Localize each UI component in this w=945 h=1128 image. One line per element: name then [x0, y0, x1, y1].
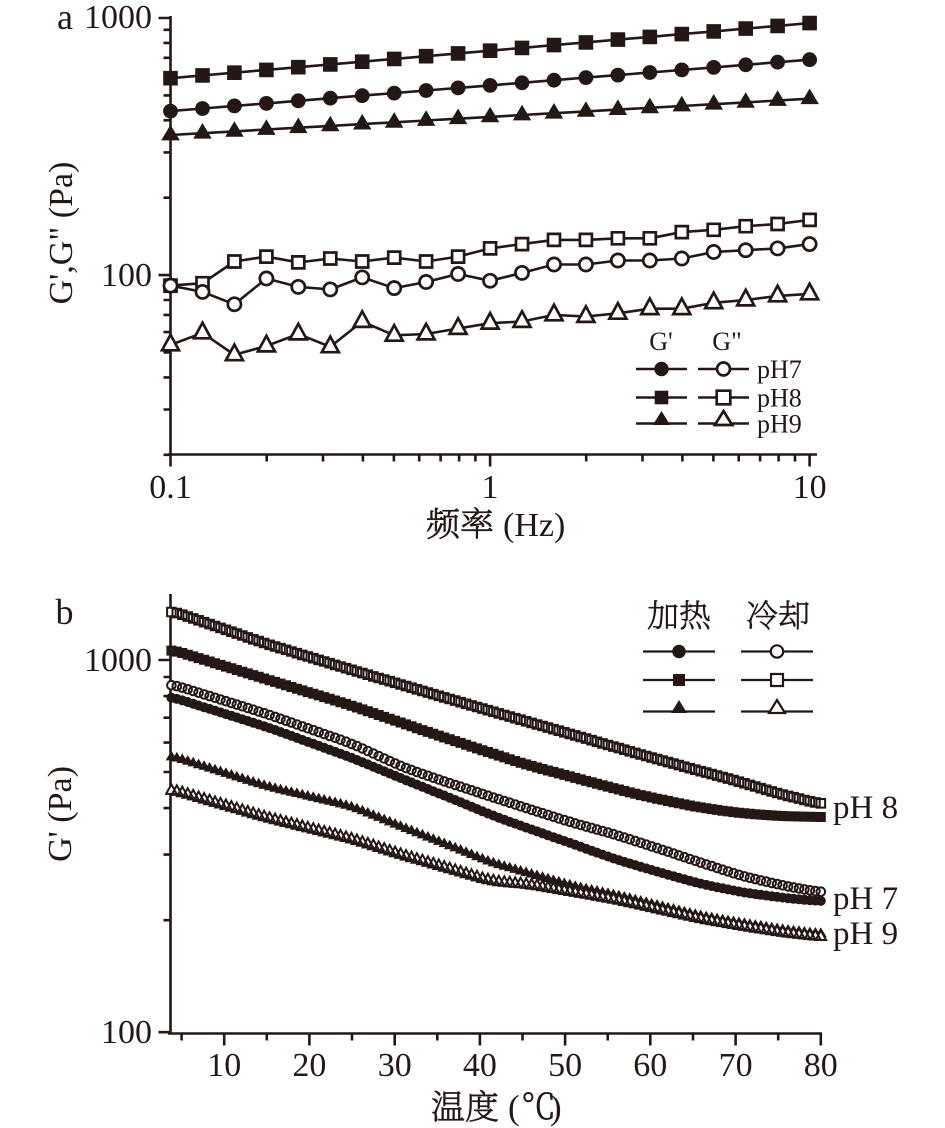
svg-text:pH8: pH8 [757, 384, 802, 413]
svg-text:30: 30 [378, 1047, 412, 1084]
svg-text:10: 10 [793, 469, 827, 506]
svg-text:G',G" (Pa): G',G" (Pa) [43, 162, 80, 305]
svg-text:G": G" [712, 327, 741, 356]
svg-text:pH9: pH9 [757, 410, 802, 439]
svg-text:1000: 1000 [84, 0, 152, 36]
svg-text:60: 60 [633, 1047, 667, 1084]
svg-text:b: b [56, 592, 74, 632]
svg-text:pH 9: pH 9 [833, 916, 898, 952]
svg-text:a: a [57, 0, 73, 37]
svg-text:G': G' [649, 327, 672, 356]
svg-text:G' (Pa): G' (Pa) [42, 766, 79, 862]
svg-text:pH7: pH7 [757, 355, 802, 384]
svg-text:20: 20 [292, 1047, 326, 1084]
svg-text:100: 100 [101, 1014, 152, 1051]
svg-text:1000: 1000 [84, 642, 152, 679]
svg-text:): ) [550, 1088, 562, 1127]
svg-text:50: 50 [548, 1047, 582, 1084]
svg-text:1: 1 [482, 469, 499, 506]
svg-text:80: 80 [804, 1047, 838, 1084]
svg-text:(: ( [508, 1088, 520, 1127]
svg-text:10: 10 [207, 1047, 241, 1084]
svg-text:100: 100 [101, 257, 152, 294]
svg-text:0.1: 0.1 [149, 469, 192, 506]
svg-text:pH 8: pH 8 [833, 790, 898, 826]
svg-text:(Hz): (Hz) [503, 507, 565, 544]
svg-text:40: 40 [463, 1047, 497, 1084]
svg-text:pH 7: pH 7 [833, 881, 898, 917]
svg-text:70: 70 [719, 1047, 753, 1084]
